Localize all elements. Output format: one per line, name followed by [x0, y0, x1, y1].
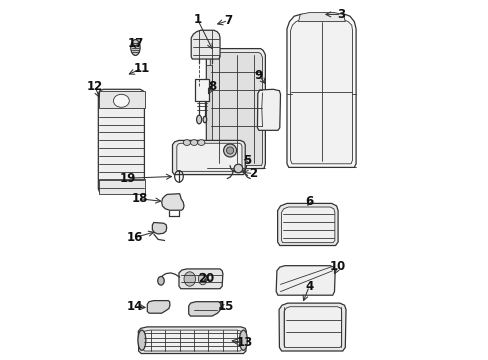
Polygon shape — [298, 13, 345, 22]
Polygon shape — [98, 89, 144, 193]
Text: 12: 12 — [87, 80, 103, 93]
Ellipse shape — [239, 330, 247, 350]
Polygon shape — [147, 301, 170, 313]
Polygon shape — [162, 194, 183, 210]
Text: 11: 11 — [134, 62, 150, 75]
Polygon shape — [284, 307, 341, 347]
Polygon shape — [191, 30, 220, 59]
Text: 2: 2 — [249, 167, 257, 180]
Text: 9: 9 — [254, 69, 263, 82]
Ellipse shape — [198, 273, 206, 285]
Polygon shape — [210, 53, 262, 166]
Polygon shape — [179, 269, 223, 289]
Polygon shape — [281, 207, 334, 243]
Text: 18: 18 — [131, 192, 147, 205]
Polygon shape — [276, 266, 335, 295]
Polygon shape — [286, 14, 355, 167]
Text: 5: 5 — [243, 154, 251, 167]
Ellipse shape — [183, 272, 195, 286]
Text: 20: 20 — [198, 273, 214, 285]
Polygon shape — [142, 330, 242, 351]
Polygon shape — [188, 302, 221, 316]
Ellipse shape — [196, 115, 201, 124]
Ellipse shape — [113, 94, 129, 107]
Polygon shape — [206, 49, 265, 169]
Ellipse shape — [158, 276, 164, 285]
Ellipse shape — [234, 164, 242, 173]
Polygon shape — [152, 222, 166, 234]
Text: 3: 3 — [337, 8, 345, 21]
Polygon shape — [279, 303, 346, 351]
Ellipse shape — [190, 140, 197, 145]
Ellipse shape — [183, 140, 190, 145]
Ellipse shape — [197, 140, 204, 145]
Ellipse shape — [203, 116, 206, 123]
Text: 7: 7 — [224, 14, 232, 27]
Polygon shape — [277, 203, 337, 246]
Bar — [99, 91, 144, 108]
Polygon shape — [206, 65, 212, 144]
Ellipse shape — [138, 330, 145, 350]
Bar — [99, 179, 144, 194]
Text: 8: 8 — [207, 80, 216, 93]
Polygon shape — [172, 140, 244, 175]
Polygon shape — [138, 327, 246, 354]
Polygon shape — [257, 89, 280, 130]
Text: 14: 14 — [126, 300, 143, 313]
Text: 13: 13 — [236, 336, 252, 349]
Text: 16: 16 — [126, 231, 142, 244]
Text: 10: 10 — [329, 260, 346, 273]
Text: 15: 15 — [217, 300, 233, 313]
Ellipse shape — [223, 144, 236, 157]
Polygon shape — [177, 143, 242, 171]
Text: 19: 19 — [120, 172, 136, 185]
Ellipse shape — [226, 147, 233, 154]
Text: 4: 4 — [305, 280, 313, 293]
Text: 1: 1 — [193, 13, 202, 26]
Polygon shape — [290, 20, 352, 164]
Text: 17: 17 — [127, 37, 143, 50]
Ellipse shape — [130, 40, 140, 55]
Text: 6: 6 — [305, 195, 313, 208]
Bar — [194, 79, 209, 101]
